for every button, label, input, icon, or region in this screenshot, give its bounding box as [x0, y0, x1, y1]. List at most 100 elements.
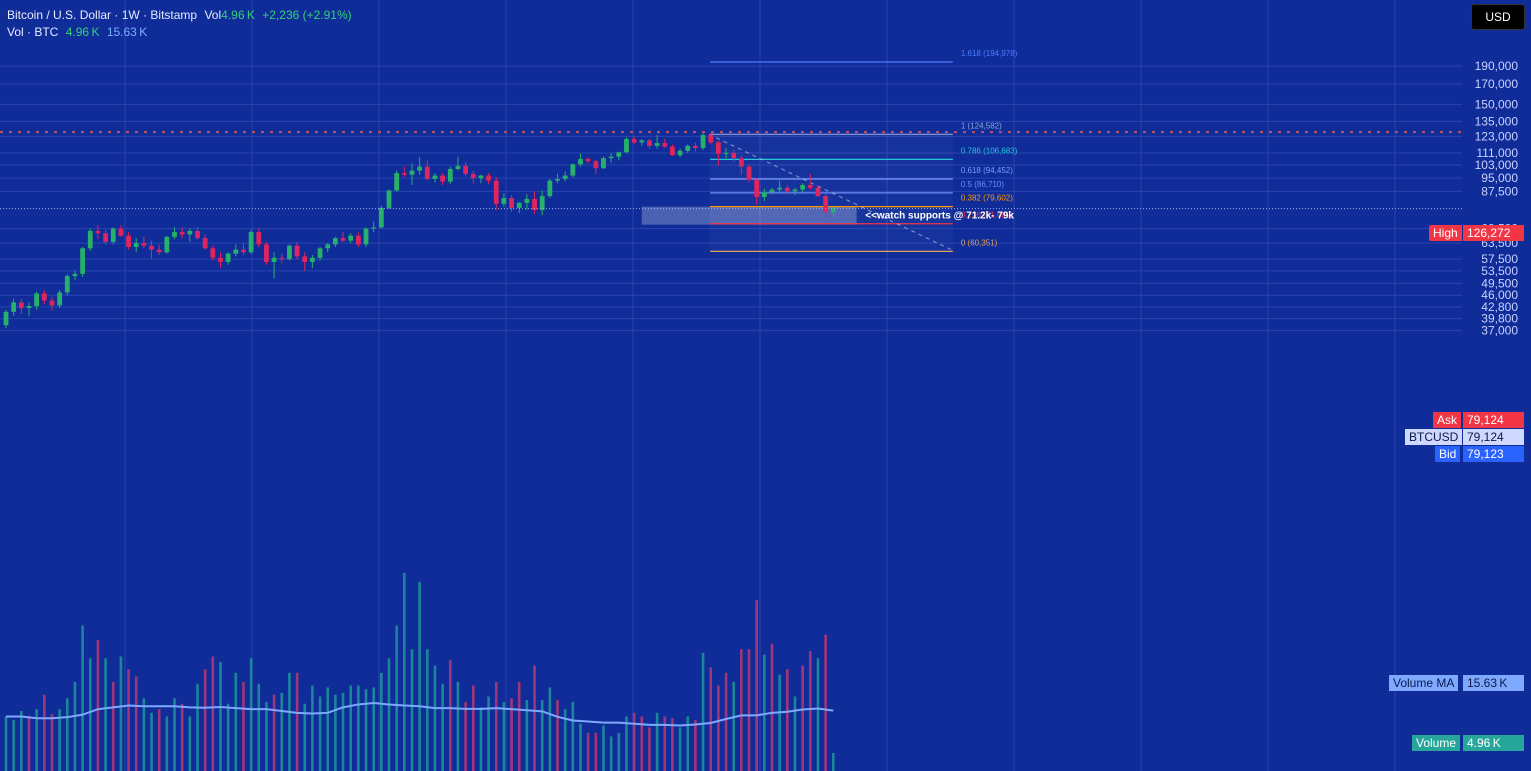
volume-bars: [4, 572, 835, 771]
volume-bar: [4, 716, 8, 771]
volume-bar: [111, 681, 115, 771]
candle-body: [516, 202, 522, 208]
candle-body: [555, 178, 560, 181]
volume-legend[interactable]: Vol · BTC 4.96 K 15.63 K: [7, 25, 147, 39]
volume-bar: [12, 720, 15, 771]
candle-body: [225, 253, 231, 263]
volume-bar: [579, 723, 582, 771]
ask-price-label: 79,124: [1463, 412, 1524, 428]
candle-body: [248, 232, 254, 253]
candle-body: [118, 228, 124, 236]
candle-body: [294, 245, 300, 257]
y-tick-label: 190,000: [1475, 59, 1519, 73]
volume-bar: [648, 727, 651, 771]
candle-body: [562, 175, 568, 179]
candle-body: [133, 243, 139, 248]
candle-body: [593, 161, 599, 169]
candle-body: [616, 152, 622, 157]
volume-bar: [372, 687, 375, 771]
volume-bar: [180, 703, 184, 771]
candle-body: [440, 175, 446, 182]
volume-bar: [403, 572, 406, 771]
volume-bar: [20, 711, 23, 771]
fibonacci-retracement[interactable]: 1.618 (194,978) 1 (124,582) 0.786 (106,683…: [641, 49, 1018, 252]
fib-band: [710, 206, 953, 224]
candle-body: [156, 249, 162, 253]
candle-body: [769, 189, 775, 193]
candle-body: [478, 175, 484, 179]
candle-body: [218, 257, 223, 263]
volume-ma-value-label: 15.63 K: [1463, 675, 1524, 691]
candle-body: [509, 197, 514, 208]
volume-bar: [464, 701, 467, 771]
volume-bar: [35, 709, 38, 771]
candle-body: [95, 230, 101, 234]
volume-bar: [349, 685, 352, 771]
support-zone: [641, 206, 857, 225]
symbol-legend[interactable]: Bitcoin / U.S. Dollar · 1W · Bitstamp Vo…: [7, 8, 352, 22]
candle-body: [302, 256, 308, 263]
bid-tag: Bid: [1435, 446, 1461, 462]
candle-body: [700, 135, 706, 148]
candle-body: [72, 273, 78, 277]
candle-body: [172, 232, 177, 237]
candle-body: [608, 156, 614, 159]
candle-body: [654, 143, 660, 146]
fib-band: [710, 134, 953, 159]
y-tick-label: 39,800: [1481, 312, 1518, 326]
candle-body: [501, 197, 507, 204]
volume-bar: [219, 661, 222, 771]
candle-body: [310, 257, 315, 263]
volume-bar: [770, 643, 774, 771]
high-price-label: 126,272: [1463, 225, 1524, 241]
volume-bar: [755, 600, 758, 771]
candle-body: [432, 175, 438, 179]
candle-body: [685, 145, 691, 151]
y-tick-label: 150,000: [1475, 97, 1519, 111]
volume-bar: [364, 689, 368, 771]
volume-bar: [717, 685, 720, 771]
ask-tag: Ask: [1433, 412, 1462, 428]
volume-bar: [556, 700, 559, 771]
candlesticks: [3, 132, 836, 329]
candle-body: [524, 198, 530, 203]
volume-bar: [119, 656, 123, 771]
candle-body: [532, 198, 537, 210]
volume-bar: [655, 712, 659, 771]
candle-body: [761, 192, 767, 198]
legend-sep: ·: [143, 8, 148, 22]
exchange: Bitstamp: [150, 8, 198, 22]
volume-ma-tag: Volume MA: [1389, 675, 1459, 691]
volume-bar: [663, 716, 667, 771]
annotation-text: <<watch supports @ 71.2k- 79k: [865, 211, 1014, 222]
volume-bar: [510, 698, 513, 771]
candle-body: [187, 230, 193, 235]
candle-body: [401, 173, 407, 175]
volume-bar: [479, 707, 483, 771]
candle-body: [792, 189, 798, 192]
volume-bar: [433, 665, 437, 771]
candle-body: [279, 257, 285, 260]
y-tick-label: 170,000: [1475, 77, 1519, 91]
volume-bar: [471, 685, 475, 771]
volume-bar: [203, 669, 207, 771]
volume-bar: [165, 716, 169, 771]
volume-bar: [540, 700, 544, 771]
candle-body: [738, 158, 744, 167]
candle-body: [179, 232, 185, 235]
candle-body: [41, 293, 47, 301]
volume-bar: [418, 581, 421, 771]
candle-body: [662, 143, 668, 147]
candle-body: [149, 245, 154, 250]
annotation[interactable]: <<watch supports @ 71.2k- 79k: [865, 211, 1014, 222]
currency-button[interactable]: USD: [1471, 4, 1525, 30]
candle-body: [670, 146, 675, 156]
candle-body: [264, 244, 269, 263]
candle-body: [271, 257, 277, 263]
candle-body: [126, 235, 131, 248]
volume-bar: [326, 687, 330, 771]
volume-bar: [395, 625, 398, 771]
candle-body: [754, 179, 760, 198]
